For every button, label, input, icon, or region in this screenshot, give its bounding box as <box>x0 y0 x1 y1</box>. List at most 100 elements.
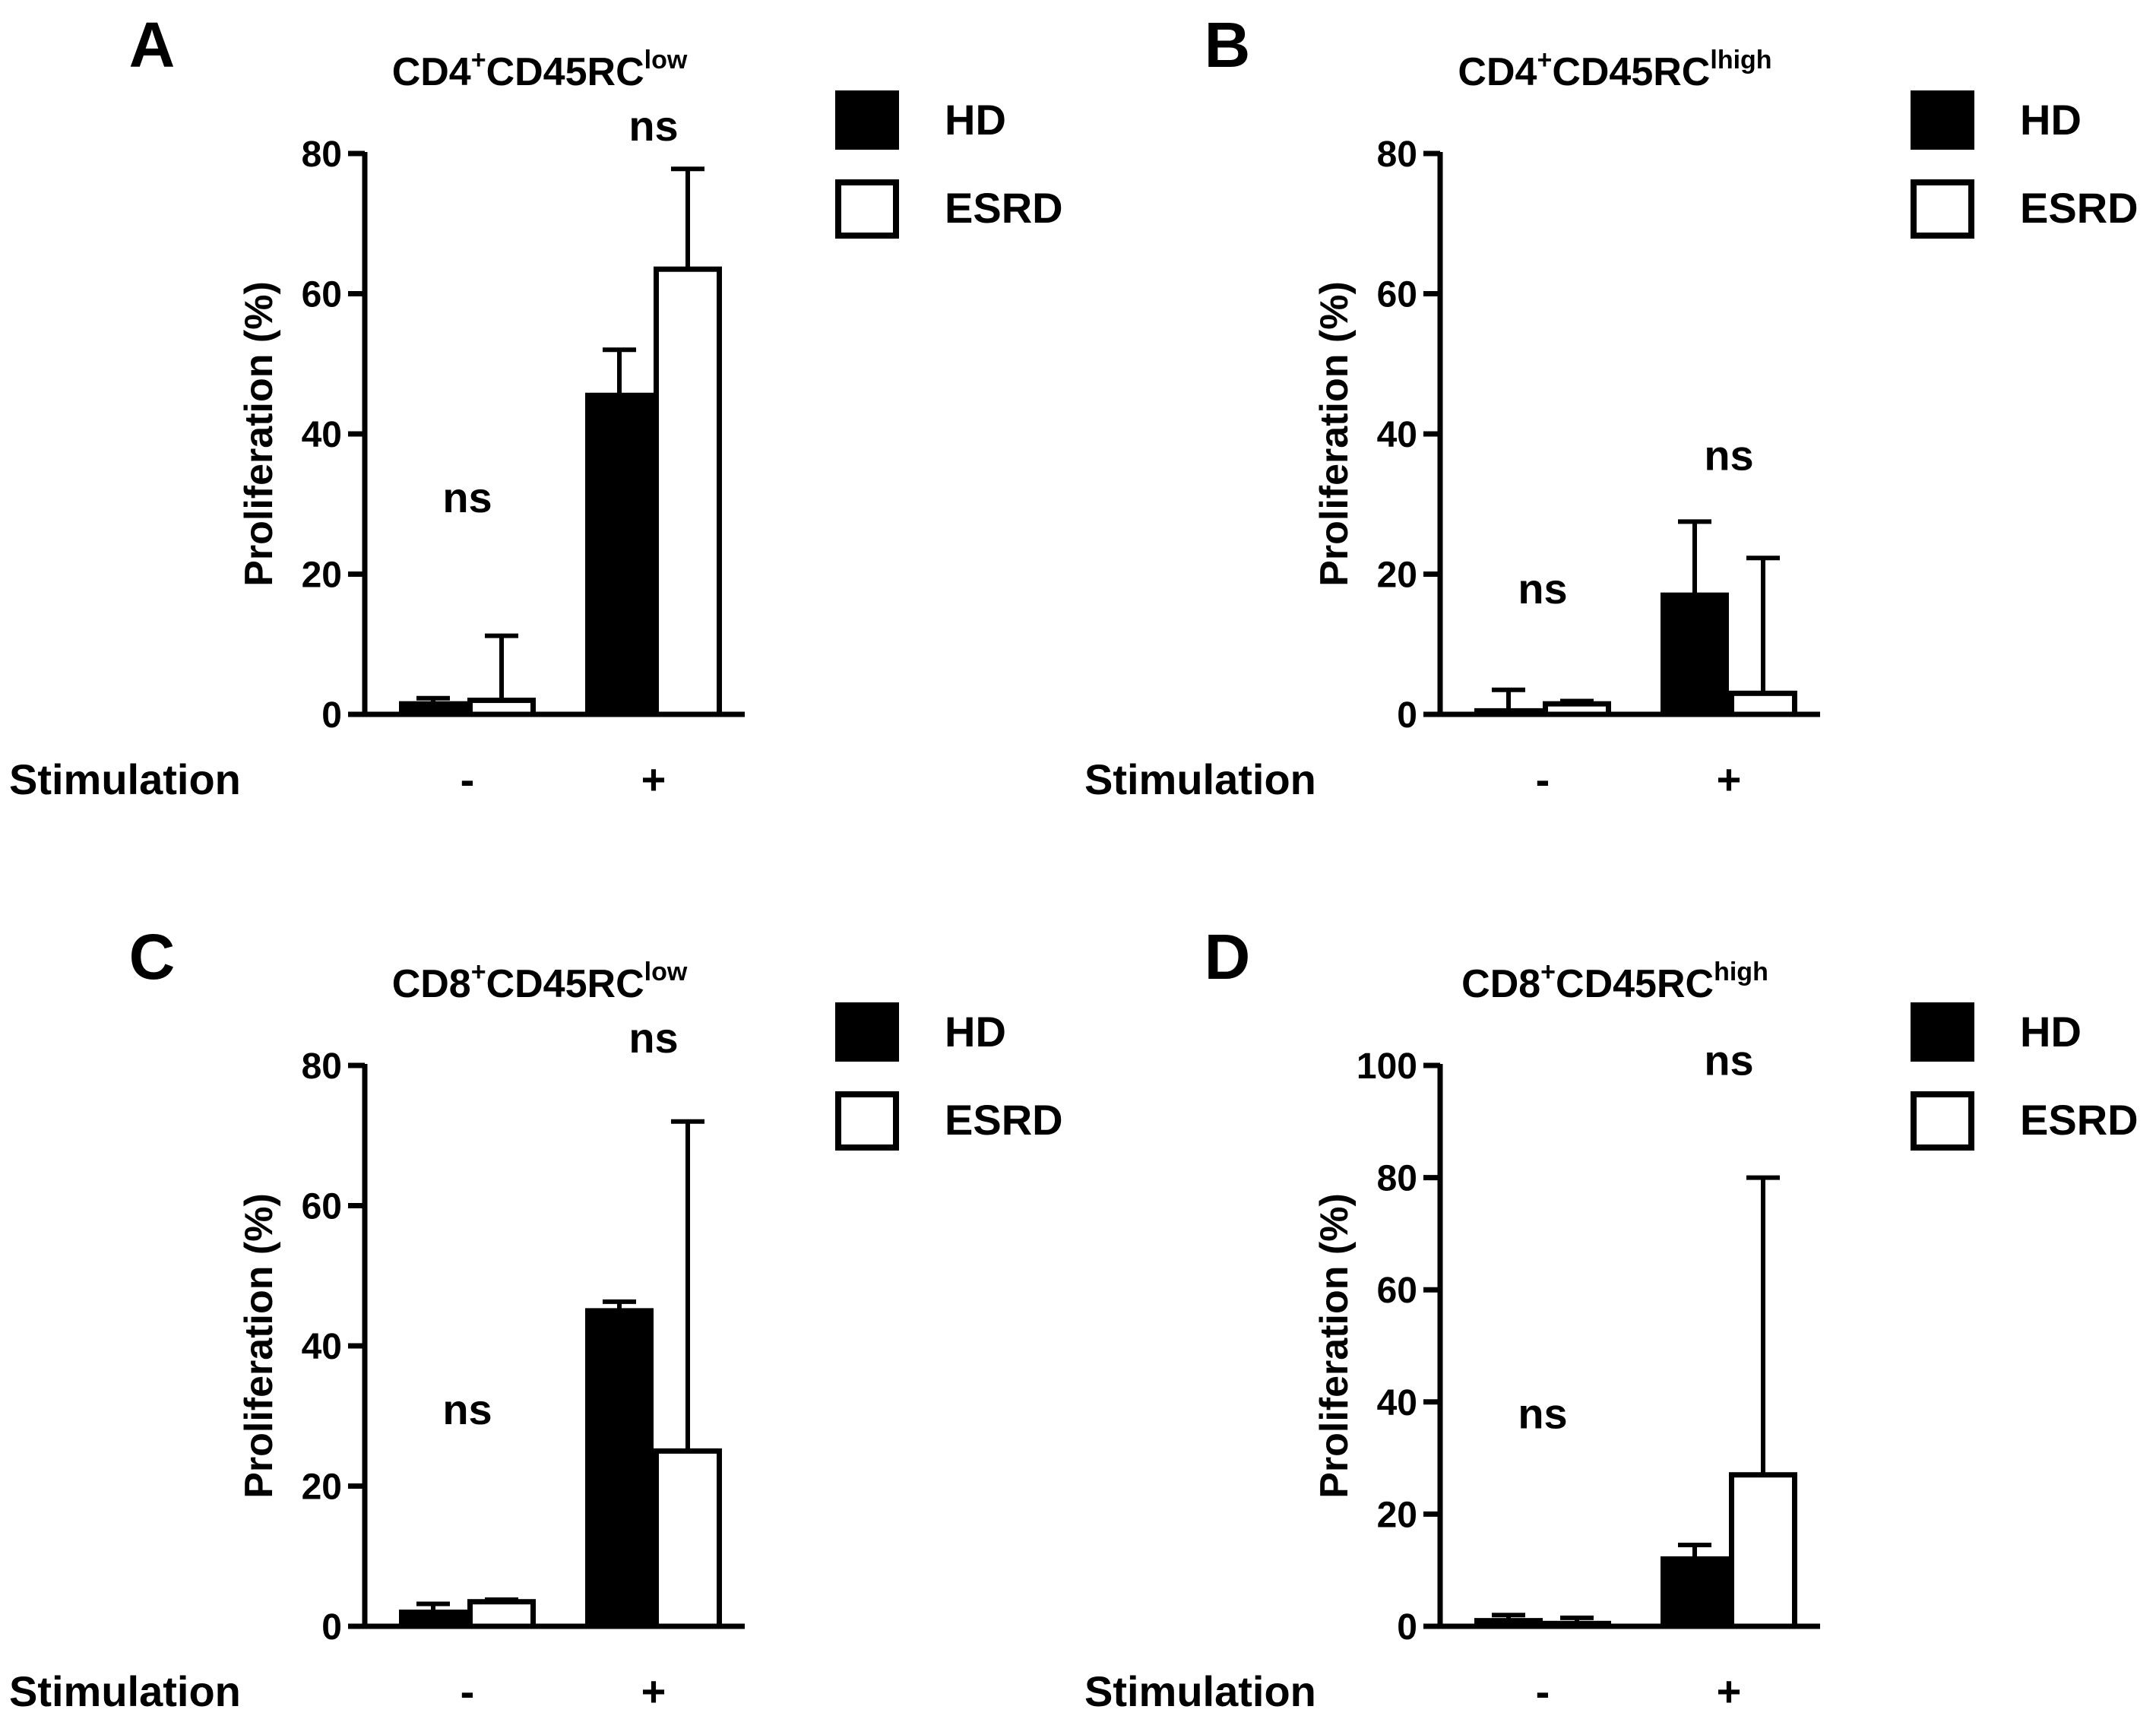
y-tick-label: 40 <box>302 415 342 455</box>
panel-letter: D <box>1205 921 1251 992</box>
legend-label-hd: HD <box>945 1008 1006 1056</box>
significance-label: ns <box>442 1385 492 1433</box>
panel-title: CD4+CD45RClhigh <box>1458 46 1771 94</box>
legend: HD ESRD <box>1911 90 2139 239</box>
significance-label: ns <box>1704 1037 1753 1084</box>
y-tick-label: 80 <box>302 1046 342 1087</box>
legend-label-hd: HD <box>2020 96 2082 144</box>
y-tick-label: 0 <box>321 695 342 736</box>
panel-letter: C <box>129 921 176 992</box>
bar-esrd <box>1543 701 1611 717</box>
title-main: CD45RC <box>1552 50 1710 94</box>
title-superscript-1: + <box>471 958 486 986</box>
panel-title: CD8+CD45RChigh <box>1461 958 1768 1006</box>
significance-label: ns <box>1518 565 1567 613</box>
bar-hd <box>399 701 467 717</box>
category-label: + <box>641 755 666 803</box>
panel-b: B CD4+CD45RClhigh 0 20 40 60 80 Proliferation (… <box>1084 9 2139 803</box>
panel-letter: B <box>1205 9 1251 81</box>
y-tick-label: 80 <box>302 135 342 175</box>
y-tick-label: 60 <box>1377 275 1417 315</box>
legend-swatch-esrd <box>1911 1091 1974 1151</box>
y-tick-label: 40 <box>1377 415 1417 455</box>
y-tick-label: 20 <box>302 1467 342 1508</box>
title-superscript-2: lhigh <box>1710 46 1771 74</box>
y-tick-label: 80 <box>1377 135 1417 175</box>
bar-hd <box>585 392 654 717</box>
y-tick-label: 20 <box>1377 1495 1417 1535</box>
bar-esrd <box>467 698 536 717</box>
category-label: - <box>1536 1667 1550 1715</box>
y-axis-label: Proliferation (%) <box>237 281 281 587</box>
title-superscript-2: low <box>644 958 688 986</box>
y-tick-label: 40 <box>1377 1383 1417 1423</box>
category-label: - <box>1536 755 1550 803</box>
title-base: CD4 <box>392 50 471 94</box>
panel-a: A CD4+CD45RClow 0 20 40 60 80 Proliferation (%)… <box>9 9 1063 803</box>
bar-hd <box>1661 1556 1729 1629</box>
significance-label: ns <box>628 1014 678 1062</box>
y-tick-label: 0 <box>321 1607 342 1648</box>
title-base: CD8 <box>392 962 471 1006</box>
legend-label-hd: HD <box>945 96 1006 144</box>
panel-title: CD8+CD45RClow <box>392 958 688 1006</box>
legend-swatch-esrd <box>835 1091 899 1151</box>
panel-d: D CD8+CD45RChigh020406080100Proliferation… <box>1084 921 2139 1715</box>
legend-label-esrd: ESRD <box>2020 1096 2139 1144</box>
title-main: CD45RC <box>1556 962 1714 1006</box>
legend-label-esrd: ESRD <box>2020 184 2139 232</box>
bar-hd <box>585 1308 654 1629</box>
y-tick-label: 100 <box>1357 1046 1417 1087</box>
y-tick-label: 60 <box>302 275 342 315</box>
y-axis-label: Proliferation (%) <box>1312 281 1357 587</box>
stimulation-label: Stimulation <box>9 755 241 803</box>
significance-label: ns <box>442 473 492 521</box>
legend: HD ESRD <box>835 1002 1063 1151</box>
significance-label: ns <box>1704 432 1753 480</box>
title-superscript-2: high <box>1714 958 1768 986</box>
legend-swatch-hd <box>1911 1002 1974 1062</box>
y-tick-label: 40 <box>302 1327 342 1367</box>
y-axis-label: Proliferation (%) <box>1312 1193 1357 1499</box>
bar-hd <box>1474 1618 1543 1629</box>
legend-swatch-esrd <box>1911 179 1974 239</box>
bar-hd <box>399 1610 467 1629</box>
title-main: CD45RC <box>486 962 644 1006</box>
legend: HD ESRD <box>1911 1002 2139 1151</box>
category-label: + <box>641 1667 666 1715</box>
stimulation-label: Stimulation <box>1084 755 1316 803</box>
y-tick-label: 0 <box>1397 695 1417 736</box>
title-superscript-2: low <box>644 46 688 74</box>
legend-swatch-hd <box>1911 90 1974 150</box>
panel-letter: A <box>129 9 176 81</box>
significance-label: ns <box>628 102 678 150</box>
title-base: CD8 <box>1461 962 1540 1006</box>
legend-label-esrd: ESRD <box>945 1096 1063 1144</box>
category-label: - <box>461 755 475 803</box>
stimulation-label: Stimulation <box>1084 1667 1316 1715</box>
category-label: + <box>1717 755 1742 803</box>
bar-esrd <box>1729 1472 1797 1629</box>
category-label: + <box>1717 1667 1742 1715</box>
y-tick-label: 20 <box>302 556 342 596</box>
y-tick-label: 60 <box>302 1187 342 1227</box>
panel-title: CD4+CD45RClow <box>392 46 688 94</box>
legend: HD ESRD <box>835 90 1063 239</box>
bar-hd <box>1474 708 1543 717</box>
legend-swatch-hd <box>835 90 899 150</box>
legend-swatch-esrd <box>835 179 899 239</box>
bar-esrd <box>654 1448 722 1629</box>
stimulation-label: Stimulation <box>9 1667 241 1715</box>
y-tick-label: 80 <box>1377 1159 1417 1199</box>
significance-label: ns <box>1518 1390 1567 1438</box>
bar-hd <box>1661 592 1729 717</box>
y-tick-label: 20 <box>1377 556 1417 596</box>
y-axis-label: Proliferation (%) <box>237 1193 281 1499</box>
legend-swatch-hd <box>835 1002 899 1062</box>
title-superscript-1: + <box>1540 958 1556 986</box>
legend-label-hd: HD <box>2020 1008 2082 1056</box>
legend-label-esrd: ESRD <box>945 184 1063 232</box>
y-tick-label: 0 <box>1397 1607 1417 1648</box>
bar-esrd <box>654 266 722 717</box>
